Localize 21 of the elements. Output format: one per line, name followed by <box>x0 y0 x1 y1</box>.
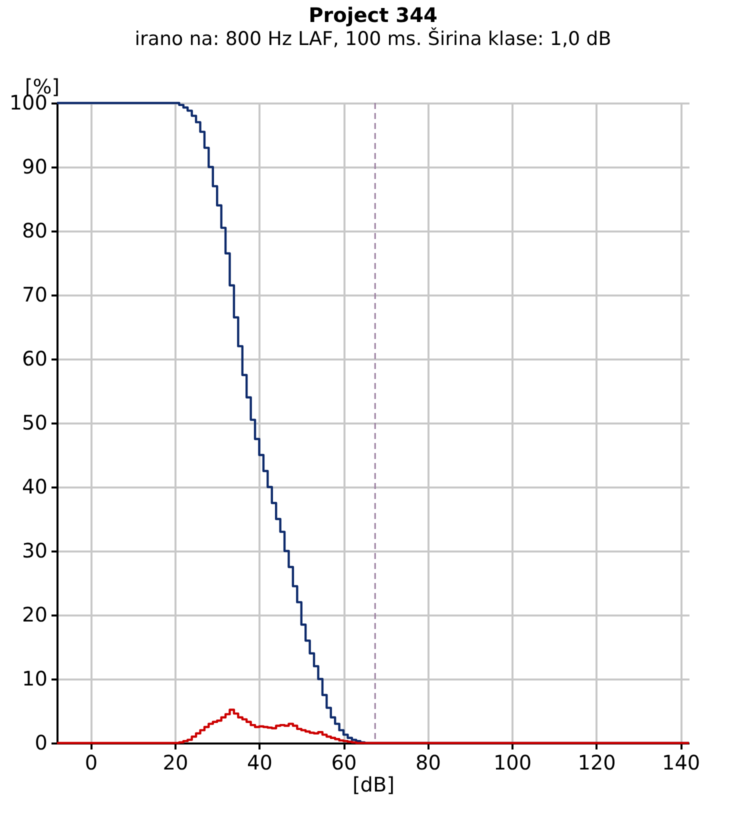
x-tick-label: 120 <box>578 750 616 774</box>
x-axis-title: [dB] <box>352 772 395 796</box>
y-tick-label: 0 <box>34 730 48 754</box>
chart-title: Project 344 <box>308 3 438 27</box>
y-tick-label: 50 <box>22 410 48 434</box>
x-tick-label: 0 <box>84 750 98 774</box>
x-tick-label: 80 <box>416 750 441 774</box>
y-tick-label: 10 <box>22 666 48 690</box>
y-tick-label: 40 <box>22 474 48 498</box>
x-tick-label: 140 <box>662 750 700 774</box>
y-tick-label: 80 <box>22 218 48 242</box>
x-tick-label: 40 <box>247 750 272 774</box>
y-tick-label: 70 <box>22 282 48 306</box>
x-tick-label: 100 <box>493 750 532 774</box>
y-tick-label: 90 <box>22 154 48 178</box>
y-tick-label: 30 <box>22 538 48 562</box>
y-tick-label: 60 <box>22 346 48 370</box>
x-tick-label: 60 <box>331 750 357 774</box>
y-tick-label: 20 <box>22 602 48 626</box>
chart-subtitle: irano na: 800 Hz LAF, 100 ms. Širina klase: 1,0 dB <box>134 27 612 50</box>
x-tick-label: 20 <box>162 750 188 774</box>
